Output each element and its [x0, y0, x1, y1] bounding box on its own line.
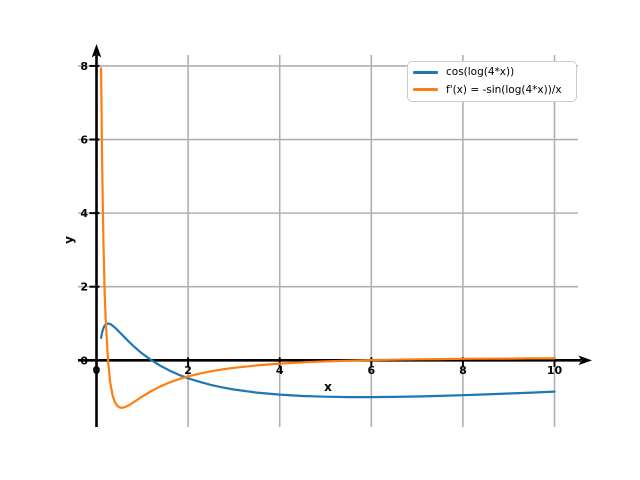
legend-item-cos: cos(log(4*x)): [413, 65, 572, 80]
curve-series-1: [99, 67, 556, 409]
x-tick-label: 4: [276, 364, 284, 377]
tick-label-layer: 0 2 4 6 8 10 0 2 4 6 8: [80, 60, 562, 377]
legend-line-sample-cos: [413, 70, 438, 74]
y-tick-label: 0: [80, 354, 88, 367]
y-tick-label: 6: [80, 134, 88, 147]
y-axis-label: y: [62, 236, 76, 244]
legend-item-derivative: f'(x) = -sin(log(4*x))/x: [413, 83, 572, 98]
x-tick-label: 0: [93, 364, 101, 377]
x-tick-label: 10: [547, 364, 563, 377]
x-tick-label: 8: [459, 364, 467, 377]
y-tick-label: 8: [80, 60, 88, 73]
legend-line-sample-derivative: [413, 88, 438, 92]
curves-layer: [99, 67, 556, 409]
x-axis-label: x: [324, 380, 332, 394]
x-axis-arrowhead-icon: [578, 355, 592, 366]
grid-layer: [78, 55, 578, 427]
legend: cos(log(4*x)) f'(x) = -sin(log(4*x))/x: [407, 61, 577, 102]
curve-series-0: [99, 322, 556, 399]
legend-label-cos: cos(log(4*x)): [446, 66, 515, 78]
y-axis-arrowhead-icon: [91, 44, 102, 58]
y-tick-label: 4: [80, 207, 88, 220]
x-tick-label: 6: [367, 364, 375, 377]
x-tick-label: 2: [184, 364, 192, 377]
legend-label-derivative: f'(x) = -sin(log(4*x))/x: [446, 83, 562, 96]
y-tick-label: 2: [80, 281, 88, 294]
